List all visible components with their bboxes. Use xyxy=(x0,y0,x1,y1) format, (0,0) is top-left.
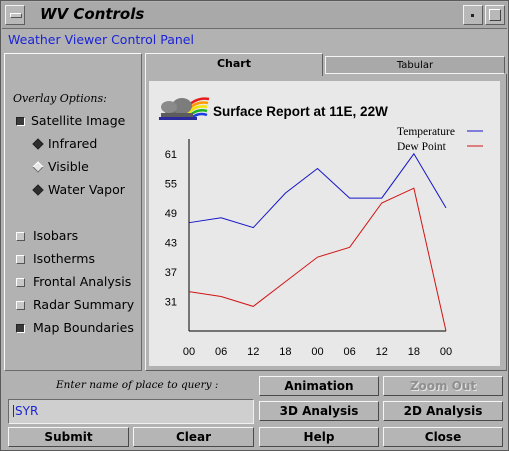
frontal-analysis-label: Frontal Analysis xyxy=(33,274,132,289)
maximize-button[interactable] xyxy=(485,5,505,25)
panel-subtitle: Weather Viewer Control Panel xyxy=(8,32,194,47)
x-tick-label: 12 xyxy=(376,346,388,358)
series-line-temperature xyxy=(188,152,447,229)
text-caret xyxy=(13,405,14,417)
x-tick-label: 00 xyxy=(311,346,323,358)
report-title: Surface Report at 11E, 22W xyxy=(213,104,388,119)
zoom-out-button[interactable]: Zoom Out xyxy=(383,376,503,396)
legend-label: Temperature xyxy=(397,126,455,138)
series-line-dew-point xyxy=(188,187,447,332)
legend-label: Dew Point xyxy=(397,141,447,153)
water-vapor-radio[interactable] xyxy=(32,184,44,196)
2d-analysis-button[interactable]: 2D Analysis xyxy=(383,401,503,421)
surface-report-chart: Surface Report at 11E, 22W 31 37 43 49 55 61 0… xyxy=(159,97,483,358)
y-tick-label: 37 xyxy=(165,267,177,279)
visible-label: Visible xyxy=(48,159,89,174)
map-boundaries-label: Map Boundaries xyxy=(33,320,134,335)
maximize-icon xyxy=(489,9,501,21)
water-vapor-label: Water Vapor xyxy=(48,182,125,197)
y-tick-label: 49 xyxy=(165,208,177,220)
y-tick-label: 55 xyxy=(165,178,177,190)
satellite-image-label: Satellite Image xyxy=(31,113,126,128)
plot-area: 31 37 43 49 55 61 00 06 12 18 00 06 12 18 00 xyxy=(165,139,452,358)
animation-button[interactable]: Animation xyxy=(259,376,379,396)
minimize-button[interactable] xyxy=(463,5,483,25)
radar-summary-checkbox[interactable] xyxy=(16,301,25,310)
infrared-label: Infrared xyxy=(48,136,98,151)
title-bar[interactable]: WV Controls xyxy=(2,2,507,29)
window-menu-button[interactable] xyxy=(5,5,25,25)
y-tick-label: 31 xyxy=(165,296,177,308)
infrared-radio[interactable] xyxy=(32,138,44,150)
minimize-icon xyxy=(471,14,474,17)
frontal-analysis-checkbox[interactable] xyxy=(16,278,25,287)
3d-analysis-button[interactable]: 3D Analysis xyxy=(259,401,379,421)
place-query-input[interactable]: SYR xyxy=(8,399,254,424)
place-query-value: SYR xyxy=(15,404,39,418)
submit-button[interactable]: Submit xyxy=(8,427,129,447)
overlay-options-heading: Overlay Options: xyxy=(13,92,107,105)
clear-button[interactable]: Clear xyxy=(133,427,254,447)
map-boundaries-checkbox[interactable] xyxy=(16,324,25,333)
query-label: Enter name of place to query : xyxy=(56,379,219,391)
x-tick-label: 18 xyxy=(408,346,420,358)
radar-summary-label: Radar Summary xyxy=(33,297,135,312)
x-tick-label: 18 xyxy=(279,346,291,358)
x-tick-label: 06 xyxy=(215,346,227,358)
help-button[interactable]: Help xyxy=(259,427,379,447)
isotherms-checkbox[interactable] xyxy=(16,255,25,264)
y-tick-label: 43 xyxy=(165,237,177,249)
y-tick-label: 61 xyxy=(165,149,177,161)
x-tick-label: 06 xyxy=(344,346,356,358)
weather-logo-icon xyxy=(159,97,210,120)
isobars-label: Isobars xyxy=(33,228,79,243)
satellite-image-checkbox[interactable] xyxy=(16,117,25,126)
window-menu-icon xyxy=(10,13,22,18)
chart-legend: Temperature Dew Point xyxy=(397,126,483,153)
chart-area: Surface Report at 11E, 22W 31 37 43 49 55 61 0… xyxy=(149,81,500,366)
tab-chart[interactable]: Chart xyxy=(145,53,323,76)
window-title: WV Controls xyxy=(40,5,145,23)
close-button[interactable]: Close xyxy=(383,427,503,447)
tab-tabular[interactable]: Tabular xyxy=(325,56,505,74)
x-tick-label: 00 xyxy=(183,346,195,358)
x-tick-label: 12 xyxy=(247,346,259,358)
chart-tab-panel xyxy=(145,74,507,371)
isobars-checkbox[interactable] xyxy=(16,232,25,241)
visible-radio[interactable] xyxy=(32,161,44,173)
x-tick-label: 00 xyxy=(440,346,452,358)
overlay-options-panel: Overlay Options: Satellite Image Infrare… xyxy=(4,53,142,371)
isotherms-label: Isotherms xyxy=(33,251,95,266)
